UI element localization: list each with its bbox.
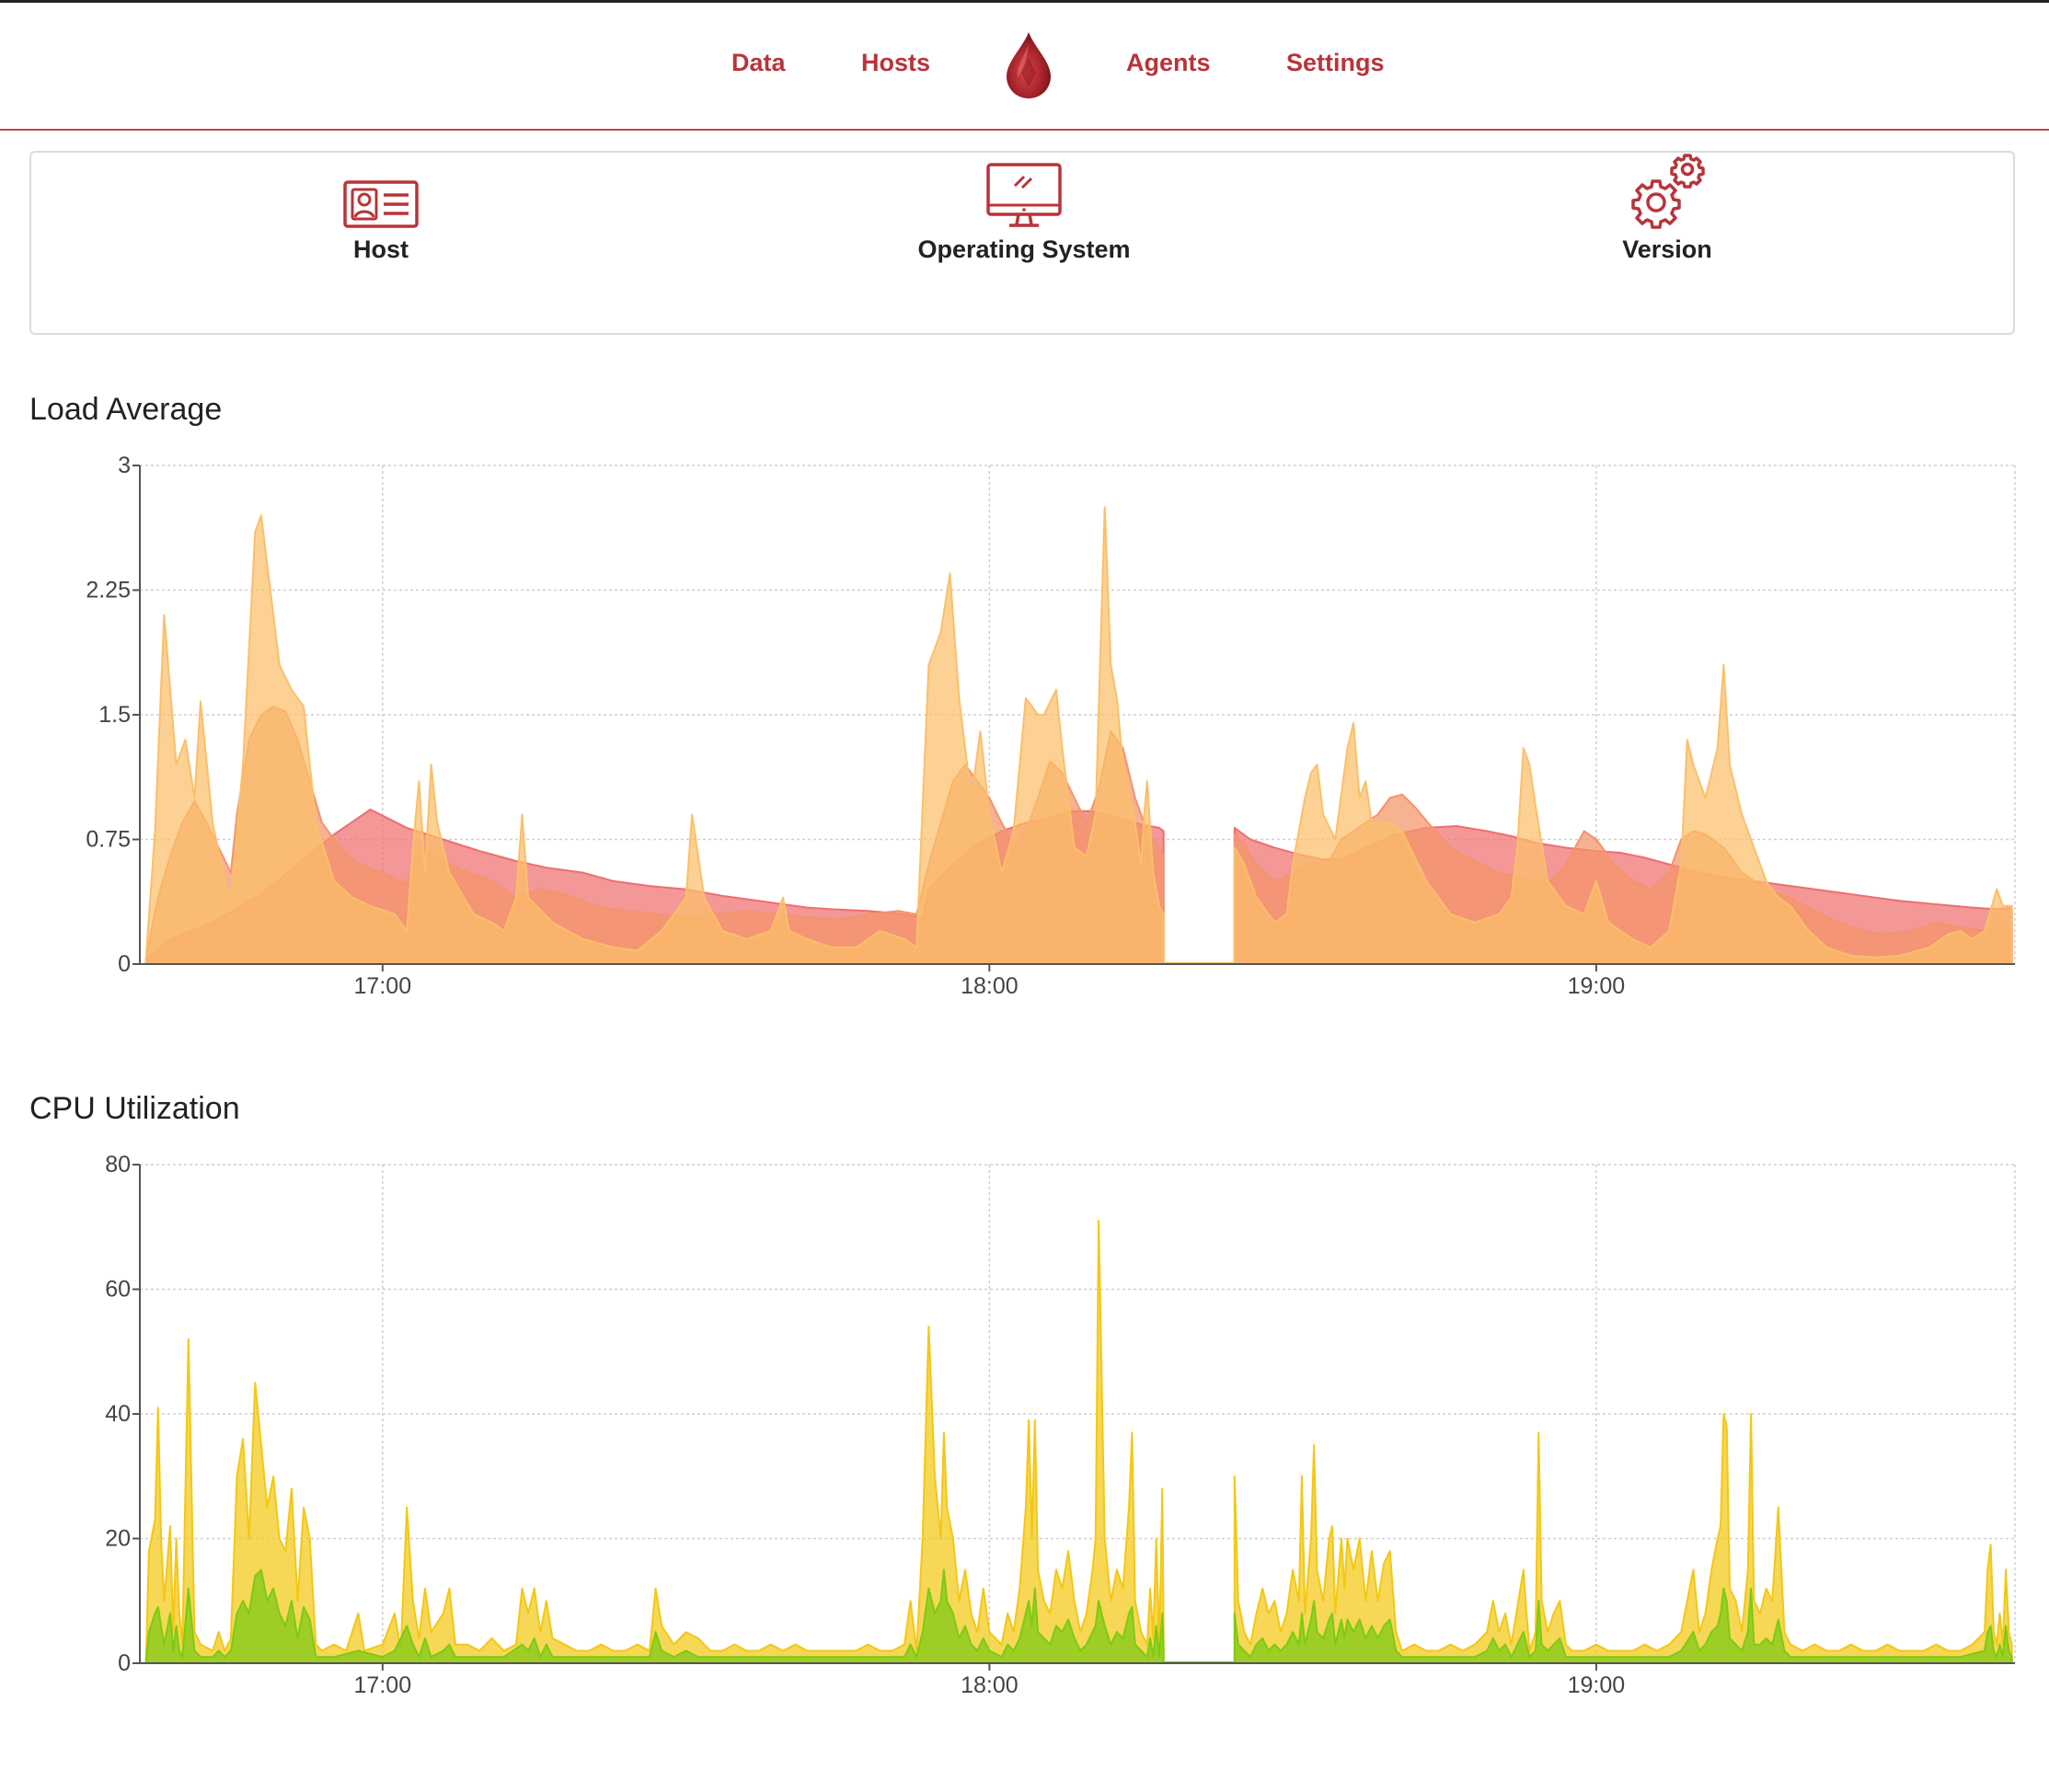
- navbar: Data Hosts Agents Settings: [0, 3, 2049, 131]
- cpu-series-cpu_total-area-0: [144, 1220, 1165, 1664]
- cpu-xtick-label-2: 19:00: [1568, 1672, 1626, 1698]
- card-label-operating-system: Operating System: [917, 235, 1131, 263]
- card-item-version[interactable]: Version: [1483, 154, 1851, 264]
- cpu-xtick-label-0: 17:00: [354, 1672, 412, 1698]
- cpu-ytick-label-4: 80: [105, 1152, 131, 1177]
- nav-data[interactable]: Data: [731, 49, 786, 76]
- monitor-icon: [986, 163, 1062, 227]
- cpu-ytick-label-2: 40: [105, 1401, 131, 1427]
- cpu-series-cpu_user-area-1: [1233, 1587, 2013, 1664]
- blood-drop-logo-icon[interactable]: [1003, 30, 1054, 100]
- load-ytick-label-2: 1.5: [98, 702, 131, 728]
- cpu-ytick-label-3: 60: [105, 1277, 131, 1303]
- nav-agents[interactable]: Agents: [1126, 49, 1211, 76]
- chart-title-cpu-utilization: CPU Utilization: [29, 1091, 240, 1126]
- chart-title-load-average: Load Average: [29, 392, 223, 427]
- card-item-host[interactable]: Host: [197, 178, 565, 264]
- card-label-host: Host: [353, 235, 409, 263]
- load-ytick-label-3: 2.25: [86, 578, 131, 603]
- cpu-xtick-label-1: 18:00: [961, 1672, 1019, 1698]
- host-card-icon: [343, 180, 419, 228]
- card-item-operating-system[interactable]: Operating System: [840, 163, 1208, 264]
- host-info-card: Host Operating System Version: [29, 151, 2015, 335]
- nav-settings[interactable]: Settings: [1286, 49, 1385, 76]
- gears-icon: [1631, 154, 1705, 229]
- load-ytick-label-1: 0.75: [86, 827, 131, 853]
- load-xtick-label-2: 19:00: [1568, 973, 1626, 999]
- load-ytick-label-4: 3: [118, 453, 131, 478]
- nav-hosts[interactable]: Hosts: [861, 49, 931, 76]
- load-average-chart: 0 0.75 1.5 2.25 3 17:00 18:00 19:00: [86, 453, 2016, 999]
- cpu-utilization-chart: 0 20 40 60 80 17:00 18:00 19:00: [105, 1152, 2016, 1698]
- cpu-series-cpu_user-area-0: [144, 1568, 1165, 1664]
- cpu-ytick-label-1: 20: [105, 1526, 131, 1552]
- top-border: [0, 0, 2049, 3]
- load-xtick-label-1: 18:00: [961, 973, 1019, 999]
- cpu-ytick-label-0: 0: [118, 1650, 131, 1676]
- card-label-version: Version: [1622, 235, 1712, 263]
- load-series-load_1min-area-1: [1233, 663, 2013, 965]
- load-ytick-label-0: 0: [118, 951, 131, 977]
- load-series-load_1min-area-0: [144, 506, 1165, 965]
- load-xtick-label-0: 17:00: [354, 973, 412, 999]
